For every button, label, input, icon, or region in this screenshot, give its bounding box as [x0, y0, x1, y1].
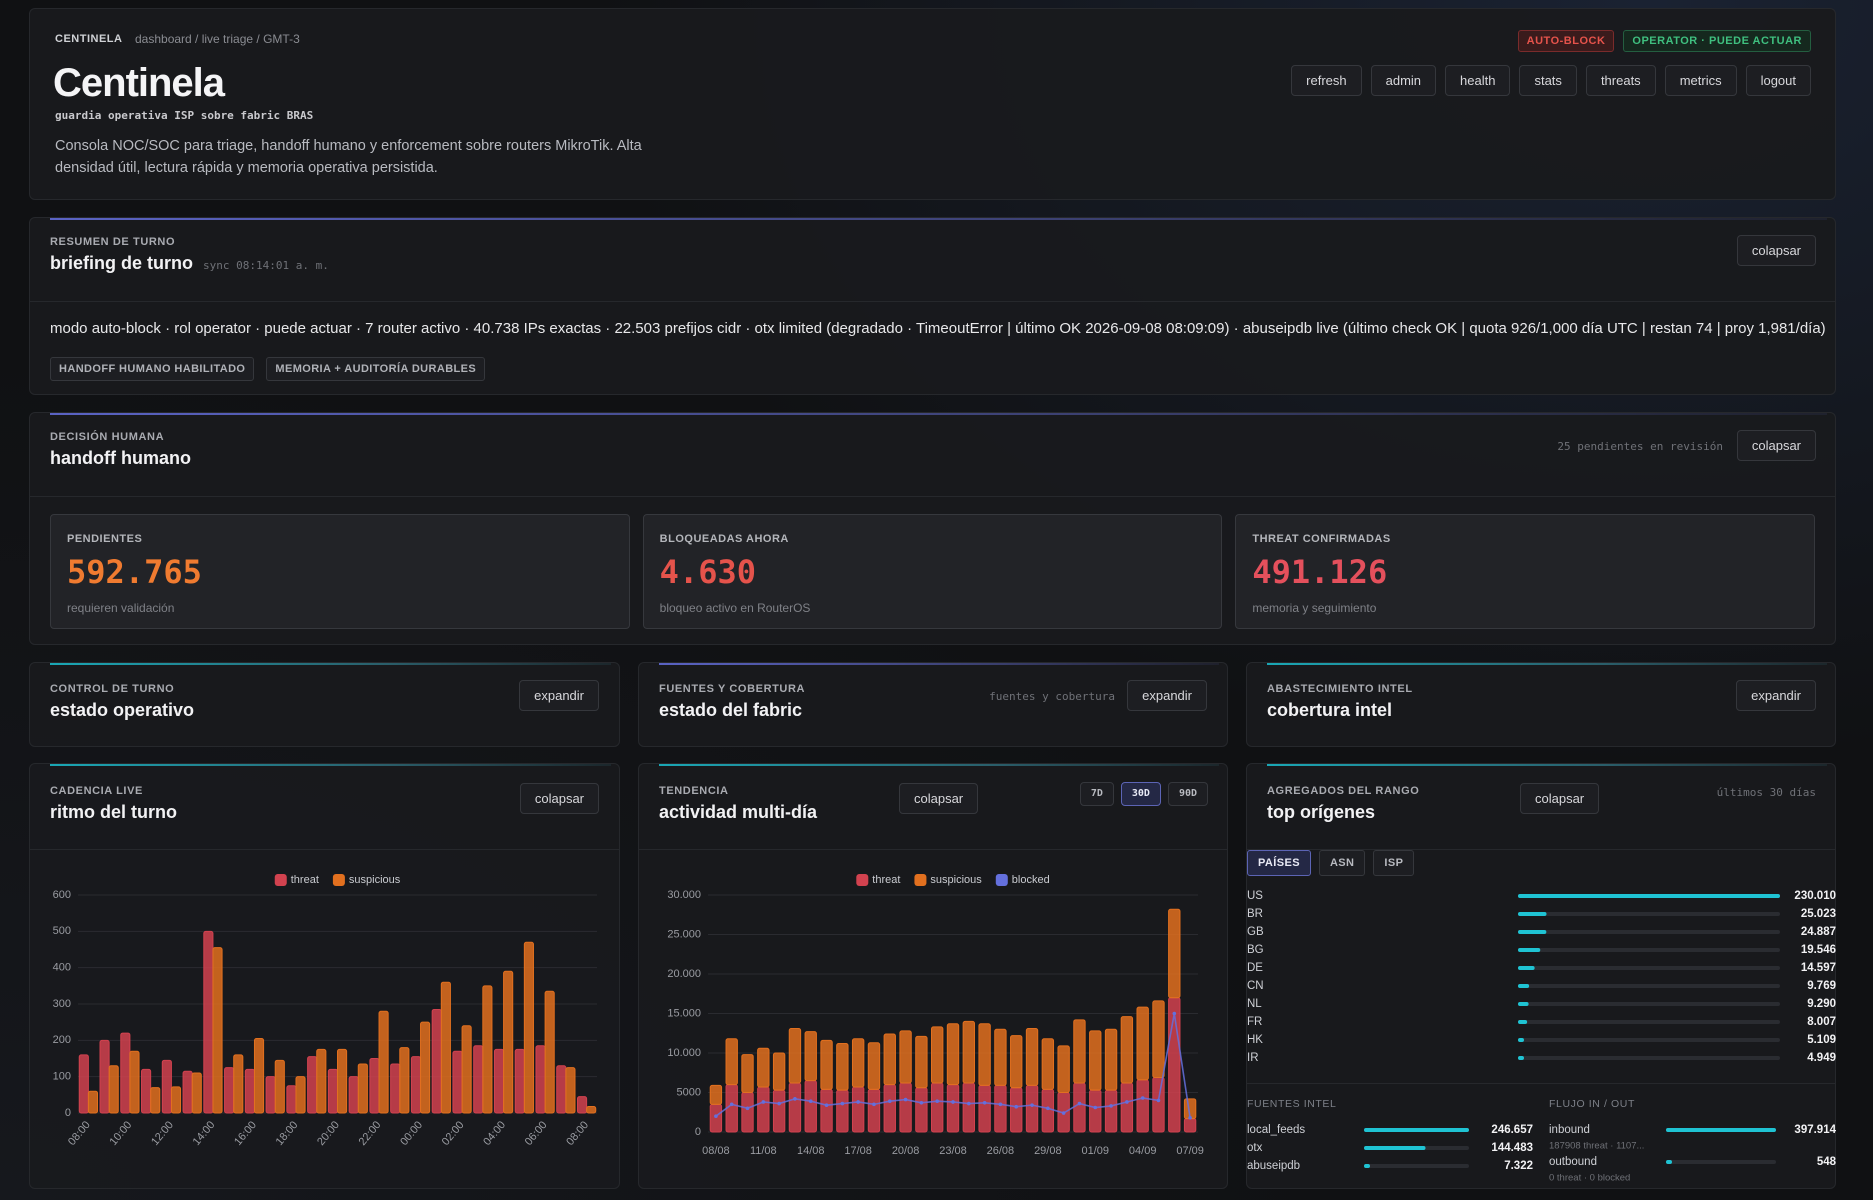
eyebrow: DECISIÓN HUMANA	[50, 431, 165, 443]
nav-button[interactable]: stats	[1519, 65, 1577, 96]
kpi-label: THREAT CONFIRMADAS	[1252, 533, 1391, 545]
panel-title: estado operativo	[50, 700, 195, 720]
range-selector: 7D 30D 90D	[1079, 782, 1208, 806]
brand: CENTINELA	[55, 33, 123, 45]
panel-title: actividad multi-día	[659, 802, 818, 822]
kpi-card: PENDIENTES 592.765 requieren validación	[50, 514, 630, 629]
kpi-value: 4.630	[659, 553, 756, 591]
nav-button[interactable]: health	[1445, 65, 1511, 96]
kpi-label: PENDIENTES	[67, 533, 143, 545]
briefing-card: RESUMEN DE TURNO briefing de turno sync …	[29, 217, 1836, 395]
nav-button[interactable]: threats	[1585, 65, 1656, 96]
collapse-button[interactable]: colapsar	[1520, 783, 1600, 814]
expand-button[interactable]: expandir	[519, 680, 599, 711]
expand-button[interactable]: expandir	[1736, 680, 1816, 711]
tags: HANDOFF HUMANO HABILITADO MEMORIA + AUDIT…	[50, 357, 486, 381]
handoff-card: DECISIÓN HUMANA handoff humano 25 pendie…	[29, 412, 1836, 645]
expand-button[interactable]: expandir	[1127, 680, 1207, 711]
tab[interactable]: PAÍSES	[1247, 850, 1311, 876]
panel-title: ritmo del turno	[50, 802, 177, 822]
kpi-value: 491.126	[1252, 553, 1388, 591]
sync: sync 08:14:01 a. m.	[203, 259, 329, 272]
tab[interactable]: ISP	[1373, 850, 1415, 876]
tab[interactable]: ASN	[1318, 850, 1366, 876]
tabs: PAÍSES ASN ISP	[1247, 850, 1415, 876]
eyebrow: CADENCIA LIVE	[50, 785, 143, 797]
header: CENTINELA dashboard / live triage / GMT-…	[29, 8, 1836, 200]
nav-button[interactable]: logout	[1745, 65, 1811, 96]
divider	[30, 301, 1835, 302]
collapse-button[interactable]: colapsar	[1736, 235, 1816, 266]
kpi-cards: PENDIENTES 592.765 requieren validación BLO…	[50, 514, 1816, 629]
divider	[30, 496, 1835, 497]
chart-panel: CADENCIA LIVE ritmo del turno colapsar	[29, 763, 620, 1189]
panel: CONTROL DE TURNO estado operativo expand…	[29, 662, 620, 747]
chart-panel: TENDENCIA actividad multi-día colapsar 7…	[638, 763, 1228, 1189]
title-row: briefing de turno sync 08:14:01 a. m.	[50, 253, 329, 274]
summary: modo auto-block · rol operator · puede a…	[50, 320, 1825, 337]
eyebrow: AGREGADOS DEL RANGO	[1267, 785, 1420, 797]
eyebrow: FUENTES Y COBERTURA	[659, 683, 806, 695]
range-button[interactable]: 7D	[1079, 782, 1114, 806]
collapse-button[interactable]: colapsar	[519, 783, 599, 814]
eyebrow: TENDENCIA	[659, 785, 729, 797]
kpi-value: 592.765	[67, 553, 202, 591]
breadcrumb: dashboard / live triage / GMT-3	[135, 32, 300, 46]
collapse-button[interactable]: colapsar	[899, 783, 979, 814]
eyebrow: RESUMEN DE TURNO	[50, 236, 176, 248]
eyebrow: CONTROL DE TURNO	[50, 683, 175, 695]
nav: refresh admin health stats threats metrics log…	[1291, 65, 1811, 96]
kpi-note: requieren validación	[67, 601, 175, 615]
badge: OPERATOR · PUEDE ACTUAR	[1623, 30, 1811, 52]
badge: AUTO-BLOCK	[1517, 30, 1615, 52]
panel-hint: fuentes y cobertura	[989, 690, 1115, 703]
divider	[639, 849, 1227, 850]
nav-button[interactable]: admin	[1370, 65, 1437, 96]
divider	[30, 849, 619, 850]
kpi-card: BLOQUEADAS AHORA 4.630 bloqueo activo en R…	[642, 514, 1223, 629]
badges: AUTO-BLOCK OPERATOR · PUEDE ACTUAR	[1517, 30, 1811, 52]
panel: ABASTECIMIENTO INTEL cobertura intel exp…	[1246, 662, 1836, 747]
divider	[1247, 1083, 1835, 1084]
pending-count: 25 pendientes en revisión	[1557, 440, 1723, 453]
panel: FUENTES Y COBERTURA estado del fabric fu…	[638, 662, 1228, 747]
tag: HANDOFF HUMANO HABILITADO	[50, 357, 255, 381]
nav-button[interactable]: metrics	[1664, 65, 1737, 96]
subtitle: guardia operativa ISP sobre fabric BRAS	[55, 109, 314, 122]
collapse-button[interactable]: colapsar	[1736, 430, 1816, 461]
app-title: Centinela	[53, 61, 225, 105]
kpi-note: bloqueo activo en RouterOS	[659, 601, 811, 615]
range-button[interactable]: 90D	[1167, 782, 1208, 806]
panel-title: cobertura intel	[1267, 700, 1393, 720]
description: Consola NOC/SOC para triage, handoff hum…	[55, 138, 642, 176]
tag: MEMORIA + AUDITORÍA DURABLES	[266, 357, 486, 381]
panel-title: handoff humano	[50, 448, 191, 468]
eyebrow: ABASTECIMIENTO INTEL	[1267, 683, 1413, 695]
panel-title: top orígenes	[1267, 802, 1376, 822]
range-button[interactable]: 30D	[1120, 782, 1161, 806]
kpi-note: memoria y seguimiento	[1252, 601, 1377, 615]
kpi-label: BLOQUEADAS AHORA	[659, 533, 789, 545]
kpi-card: THREAT CONFIRMADAS 491.126 memoria y segui…	[1235, 514, 1816, 629]
nav-button[interactable]: refresh	[1291, 65, 1362, 96]
panel-title: briefing de turno	[50, 253, 193, 273]
range-hint: últimos 30 días	[1716, 786, 1816, 799]
divider	[1247, 849, 1835, 850]
chart-panel: AGREGADOS DEL RANGO top orígenes colapsa…	[1246, 763, 1836, 1189]
panel-title: estado del fabric	[659, 700, 803, 720]
